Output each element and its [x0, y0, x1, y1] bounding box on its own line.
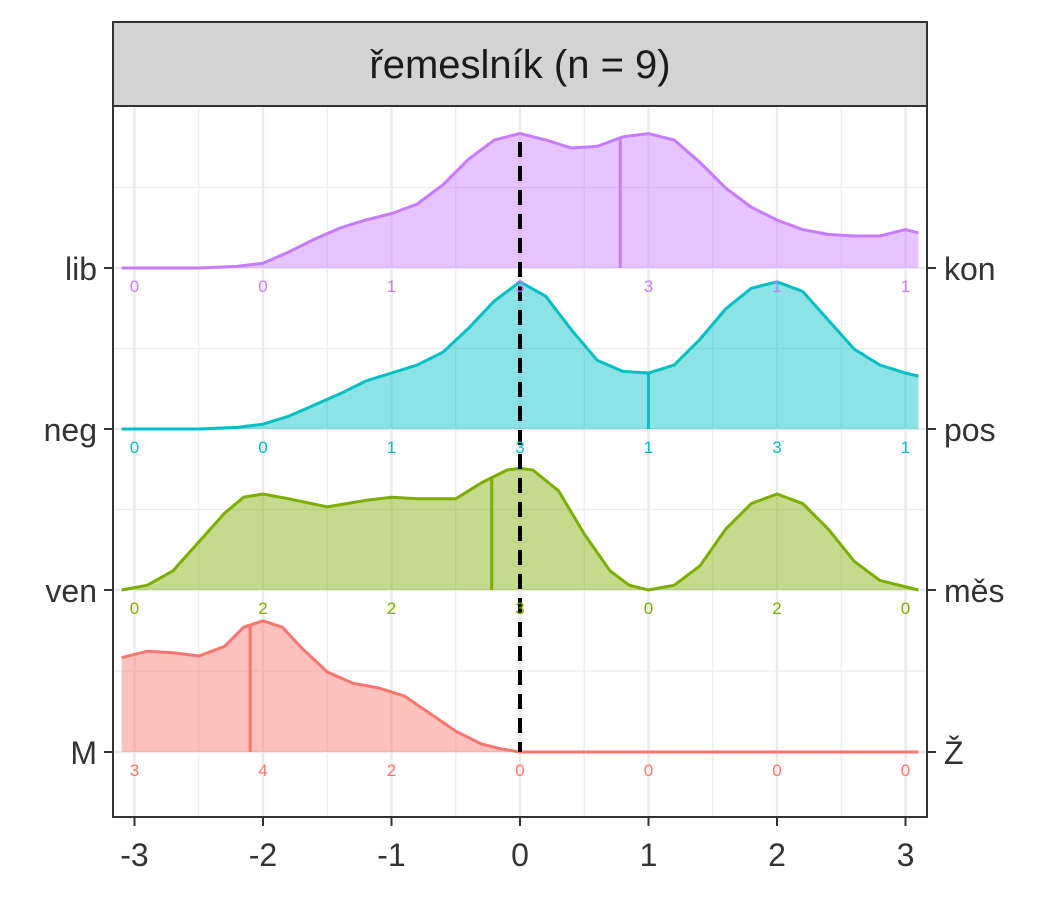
density-line-M: [121, 619, 919, 754]
x-tick-label: -3: [120, 837, 148, 873]
density-line-neg: [121, 280, 919, 431]
count-label-layer: 0 0 1 3 3 1 1 0 0 1 3 1 3 1 0 2 2 3 0 2 0 3 4 2 0 0 0 0: [130, 277, 910, 780]
y-tick-label-right: kon: [944, 251, 996, 287]
count-label-ven: 2: [772, 599, 781, 618]
count-label-lib: 1: [772, 277, 781, 296]
count-label-lib: 1: [387, 277, 396, 296]
axis-layer: lib kon neg pos ven měs M Ž -3 -2 -1 0 1 2 3: [44, 251, 1005, 873]
density-line-ven: [121, 466, 919, 592]
x-tick-label: 3: [897, 837, 915, 873]
count-label-M: 0: [772, 761, 781, 780]
facet-strip: [112, 21, 928, 107]
count-label-ven: 2: [258, 599, 267, 618]
y-tick-label-left: ven: [45, 573, 97, 609]
count-label-lib: 3: [515, 277, 524, 296]
x-tick-label: 1: [640, 837, 658, 873]
count-label-M: 0: [901, 761, 910, 780]
count-label-lib: 0: [130, 277, 139, 296]
count-label-M: 0: [515, 761, 524, 780]
y-tick-label-right: pos: [944, 412, 996, 448]
count-label-neg: 1: [644, 438, 653, 457]
count-label-neg: 1: [387, 438, 396, 457]
mean-layer: [248, 137, 650, 752]
count-label-ven: 0: [644, 599, 653, 618]
count-label-M: 4: [258, 761, 267, 780]
count-label-ven: 3: [515, 599, 524, 618]
facet-title: řemeslník (n = 9): [369, 43, 670, 87]
count-label-lib: 1: [901, 277, 910, 296]
count-label-lib: 0: [258, 277, 267, 296]
x-tick-label: -1: [377, 837, 405, 873]
count-label-ven: 0: [901, 599, 910, 618]
x-tick-label: -2: [249, 837, 277, 873]
y-tick-label-right: Ž: [944, 735, 964, 771]
x-tick-label: 2: [768, 837, 786, 873]
count-label-M: 0: [644, 761, 653, 780]
count-label-neg: 0: [258, 438, 267, 457]
y-tick-label-left: neg: [44, 412, 97, 448]
y-tick-label-left: lib: [65, 251, 97, 287]
count-label-ven: 0: [130, 599, 139, 618]
y-tick-label-right: měs: [944, 573, 1004, 609]
count-label-lib: 3: [644, 277, 653, 296]
count-label-neg: 1: [901, 438, 910, 457]
count-label-neg: 0: [130, 438, 139, 457]
density-area-M: [121, 620, 919, 752]
x-tick-label: 0: [511, 837, 529, 873]
y-tick-label-left: M: [70, 735, 97, 771]
count-label-neg: 3: [515, 438, 524, 457]
count-label-M: 3: [130, 761, 139, 780]
count-label-M: 2: [387, 761, 396, 780]
count-label-neg: 3: [772, 438, 781, 457]
density-line-lib: [121, 132, 919, 270]
count-label-ven: 2: [387, 599, 396, 618]
